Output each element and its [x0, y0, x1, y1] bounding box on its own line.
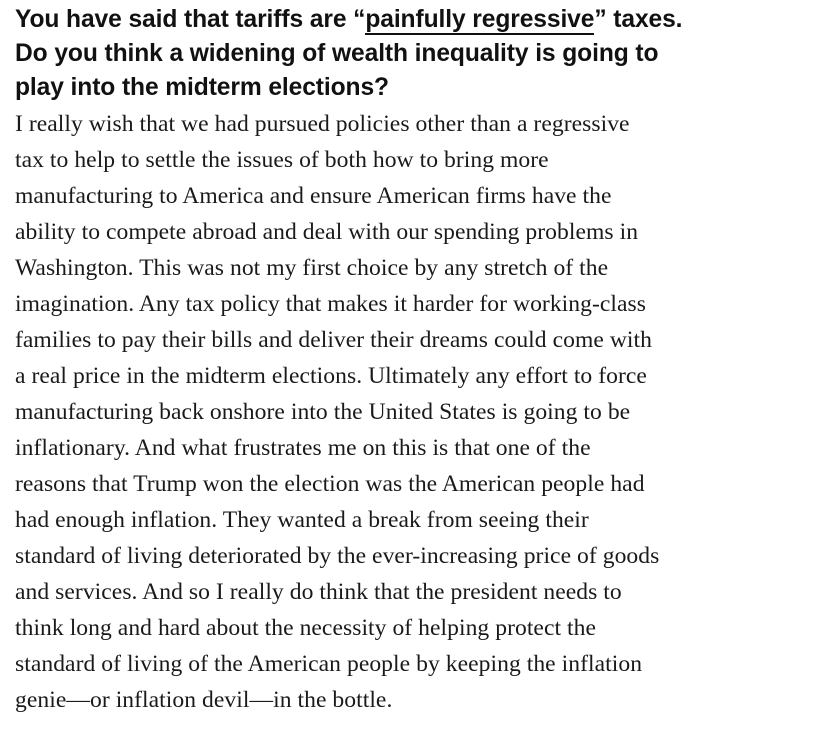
answer-line: imagination. Any tax policy that makes i…	[15, 291, 646, 317]
answer-line: and services. And so I really do think t…	[15, 579, 622, 605]
interview-answer: I really wish that we had pursued polici…	[15, 106, 810, 718]
answer-line: Washington. This was not my first choice…	[15, 255, 609, 281]
answer-line: ability to compete abroad and deal with …	[15, 219, 639, 245]
answer-line: had enough inflation. They wanted a brea…	[15, 507, 589, 533]
question-line-3: play into the midterm elections?	[15, 74, 389, 101]
answer-line: I really wish that we had pursued polici…	[15, 111, 630, 137]
question-line-1: You have said that tariffs are “painfull…	[15, 3, 810, 37]
article-body: You have said that tariffs are “painfull…	[15, 3, 810, 718]
answer-line: genie—or inflation devil—in the bottle.	[15, 687, 393, 713]
answer-line: inflationary. And what frustrates me on …	[15, 435, 591, 461]
painfully-regressive-link[interactable]: painfully regressive	[365, 6, 595, 35]
answer-line: standard of living deteriorated by the e…	[15, 543, 660, 569]
answer-line: think long and hard about the necessity …	[15, 615, 596, 641]
question-text-after-link: ” taxes.	[594, 6, 683, 33]
answer-line: families to pay their bills and deliver …	[15, 327, 652, 353]
answer-line: tax to help to settle the issues of both…	[15, 147, 549, 173]
question-text-before-link: You have said that tariffs are “	[15, 6, 366, 33]
answer-line: manufacturing to America and ensure Amer…	[15, 183, 612, 209]
question-line-2: Do you think a widening of wealth inequa…	[15, 40, 659, 67]
answer-line: a real price in the midterm elections. U…	[15, 363, 647, 389]
answer-line: manufacturing back onshore into the Unit…	[15, 399, 631, 425]
answer-line: standard of living of the American peopl…	[15, 651, 643, 677]
interview-question: You have said that tariffs are “painfull…	[15, 3, 810, 105]
answer-line: reasons that Trump won the election was …	[15, 471, 645, 497]
